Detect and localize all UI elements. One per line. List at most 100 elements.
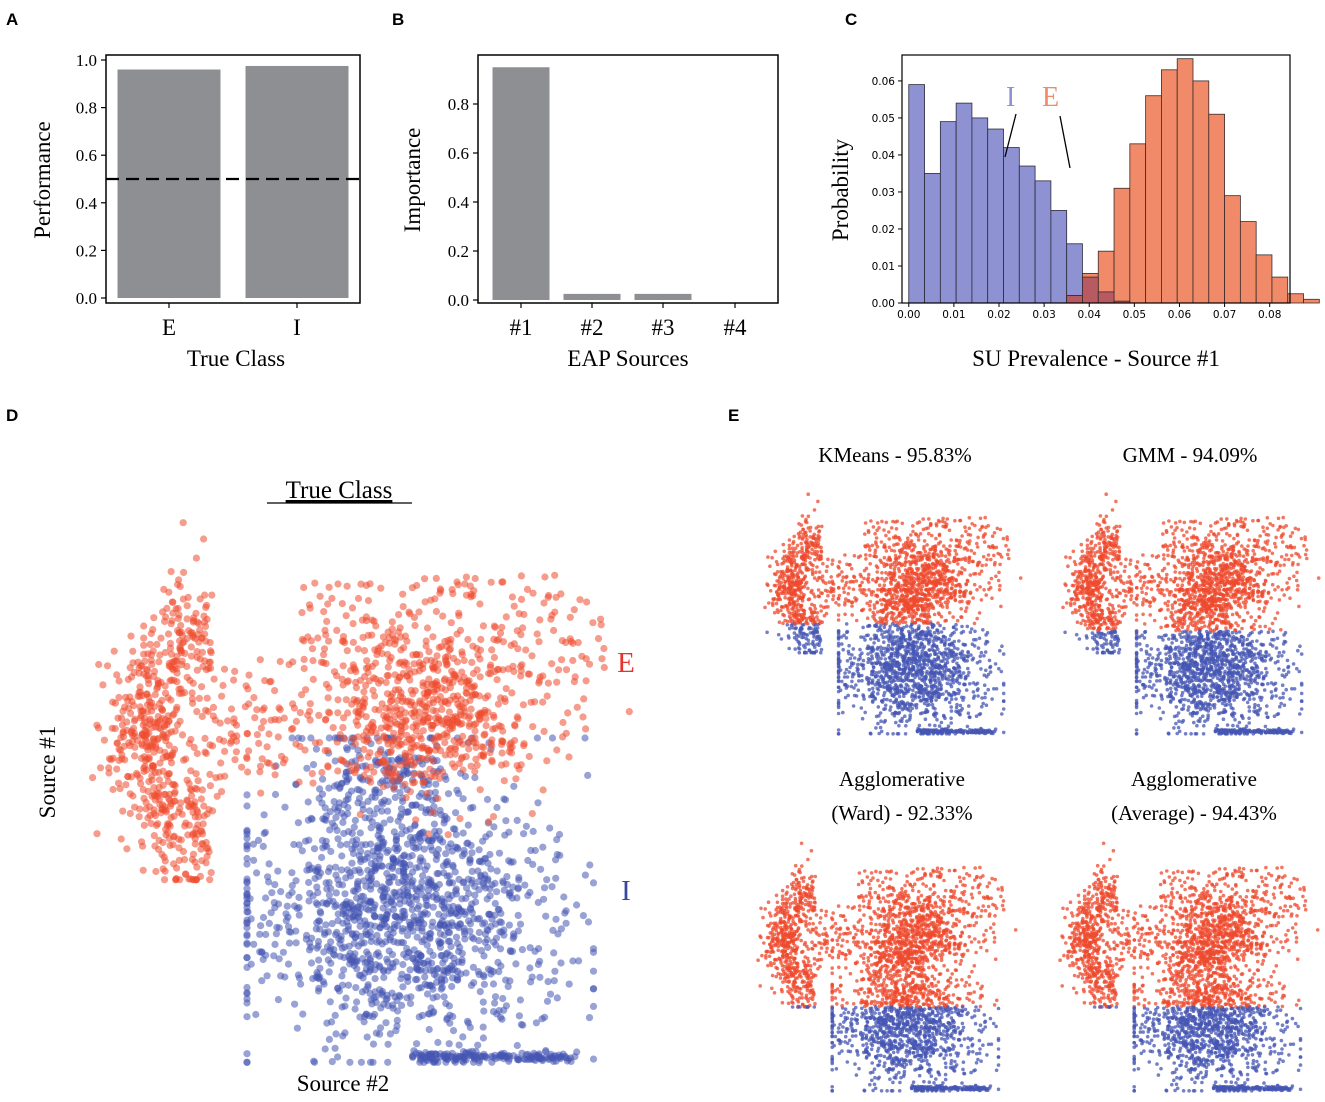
point-e xyxy=(257,724,265,732)
point-e xyxy=(478,743,486,751)
xtick-label: 0.07 xyxy=(1213,309,1236,321)
point-e xyxy=(238,763,246,771)
point-e xyxy=(942,592,946,597)
point-i xyxy=(323,885,331,893)
point-i xyxy=(880,699,884,703)
point-e xyxy=(154,677,162,685)
point-i xyxy=(428,846,436,854)
point-e xyxy=(202,637,210,645)
point-e xyxy=(446,684,454,692)
annotation-e-pointer xyxy=(1059,115,1071,169)
point-e xyxy=(242,682,250,690)
point-e xyxy=(363,657,371,665)
point-i xyxy=(480,980,488,989)
point-i xyxy=(435,910,443,918)
point-i xyxy=(483,926,491,934)
point-i xyxy=(886,643,891,648)
point-i xyxy=(448,966,456,974)
point-i xyxy=(967,670,971,675)
point-e xyxy=(277,752,286,760)
point-e xyxy=(140,794,148,803)
point-i xyxy=(472,898,480,906)
point-i xyxy=(279,948,287,956)
point-i xyxy=(259,913,268,922)
point-i xyxy=(338,866,346,874)
point-i xyxy=(291,1000,299,1008)
point-e xyxy=(453,578,461,586)
point-e xyxy=(292,740,300,748)
point-i xyxy=(288,869,296,877)
point-e xyxy=(570,606,578,614)
point-e xyxy=(217,759,225,767)
point-i xyxy=(897,671,902,676)
point-i xyxy=(910,643,914,648)
point-i xyxy=(836,629,841,634)
point-i xyxy=(876,645,880,650)
point-i xyxy=(412,801,420,809)
point-i xyxy=(468,867,476,876)
point-i xyxy=(948,649,952,653)
point-e xyxy=(465,714,473,722)
point-i xyxy=(993,662,998,666)
point-e xyxy=(130,702,138,710)
point-i xyxy=(479,1034,487,1042)
point-i xyxy=(836,732,841,736)
point-i xyxy=(573,1048,581,1056)
point-e xyxy=(362,617,371,625)
point-i xyxy=(298,734,306,743)
point-i xyxy=(939,640,943,644)
point-i xyxy=(843,695,848,700)
point-i xyxy=(272,930,280,938)
point-e xyxy=(343,582,351,590)
point-i xyxy=(367,860,375,868)
hist-bar-e xyxy=(1224,195,1241,304)
point-i xyxy=(993,727,998,731)
point-i xyxy=(500,1055,508,1063)
hist-bar-e xyxy=(1271,276,1289,304)
point-i xyxy=(876,620,881,625)
point-e xyxy=(456,815,464,823)
point-i xyxy=(290,840,298,849)
point-i xyxy=(534,898,542,907)
point-i xyxy=(945,660,950,665)
point-i xyxy=(983,650,988,654)
point-e xyxy=(183,602,191,610)
point-e xyxy=(147,699,156,707)
point-e xyxy=(528,810,536,818)
point-i xyxy=(372,950,380,959)
point-i xyxy=(911,660,916,664)
point-i xyxy=(344,810,352,818)
point-i xyxy=(918,699,923,703)
point-e xyxy=(161,617,169,626)
point-i xyxy=(923,717,928,721)
point-i xyxy=(445,872,453,880)
point-i xyxy=(954,697,958,701)
point-e xyxy=(176,717,184,725)
point-i xyxy=(837,665,841,669)
point-e xyxy=(130,717,139,725)
point-e xyxy=(220,737,228,745)
point-e xyxy=(491,623,499,631)
point-i xyxy=(915,664,920,668)
point-i xyxy=(496,928,504,936)
point-e xyxy=(387,653,395,662)
point-i xyxy=(258,977,266,985)
point-i xyxy=(325,784,333,792)
point-i xyxy=(968,630,973,635)
point-i xyxy=(384,807,392,815)
point-i xyxy=(449,825,458,833)
point-i xyxy=(907,637,911,641)
point-e xyxy=(336,731,344,739)
point-i xyxy=(257,922,265,930)
hist-bar-e xyxy=(1145,95,1162,304)
point-i xyxy=(963,609,968,613)
point-e xyxy=(263,743,271,751)
point-i xyxy=(292,877,300,885)
point-i xyxy=(949,716,953,720)
point-i xyxy=(927,659,932,663)
point-i xyxy=(384,1058,392,1066)
point-i xyxy=(303,866,311,874)
point-i xyxy=(353,894,361,902)
point-e xyxy=(359,704,367,712)
